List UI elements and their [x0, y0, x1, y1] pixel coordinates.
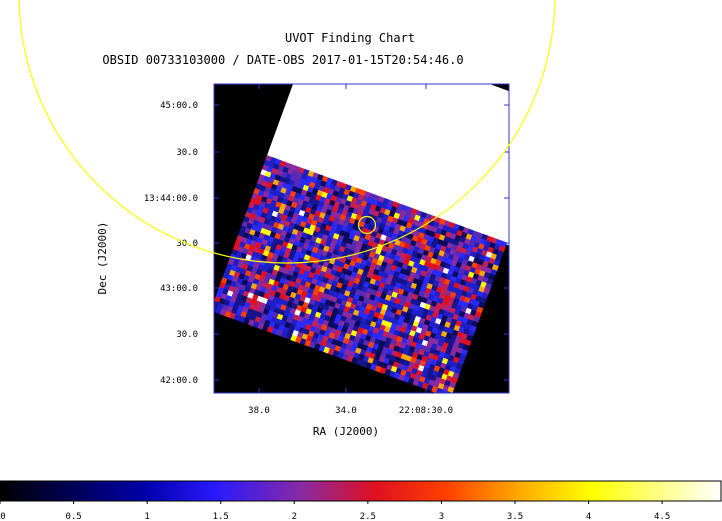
plot-frame [213, 83, 510, 394]
x-tick-label: 22:08:30.0 [399, 406, 453, 416]
y-tick-label: 13:44:00.0 [144, 194, 198, 204]
image-pixel [435, 387, 444, 393]
colorbar-tick-label: 2.5 [360, 512, 376, 521]
colorbar-tick-label: 1 [144, 512, 149, 521]
colorbar-tick-label: 3 [439, 512, 444, 521]
colorbar-tick-label: 1.5 [213, 512, 229, 521]
saturated-region [266, 84, 509, 246]
x-tick-label: 38.0 [248, 406, 270, 416]
x-axis-label: RA (J2000) [313, 425, 379, 438]
colorbar-ticks: 0 0.5 1 1.5 2 2.5 3 3.5 4 4.5 [0, 501, 670, 521]
y-tick-label: 42:00.0 [160, 376, 198, 386]
image-layer [214, 84, 509, 393]
colorbar [0, 480, 722, 502]
x-axis-ticks: 38.0 34.0 22:08:30.0 [248, 84, 453, 416]
colorbar-tick-label: 3.5 [507, 512, 523, 521]
y-tick-label: 30.0 [176, 148, 198, 158]
source-circle-overlay [357, 215, 377, 235]
chart-subtitle: OBSID 00733103000 / DATE-OBS 2017-01-15T… [102, 53, 463, 67]
colorbar-tick-label: 0 [0, 512, 5, 521]
y-tick-label: 45:00.0 [160, 101, 198, 111]
exposure-field [214, 155, 508, 393]
overlay-circles [18, 0, 556, 264]
chart-title: UVOT Finding Chart [285, 31, 415, 45]
y-tick-label: 30.0 [176, 330, 198, 340]
plot-area [214, 84, 509, 393]
colorbar-tick-label: 2 [292, 512, 297, 521]
colorbar-tick-label: 4 [586, 512, 591, 521]
colorbar-tick-label: 0.5 [65, 512, 81, 521]
x-tick-label: 34.0 [335, 406, 357, 416]
y-axis-label: Dec (J2000) [96, 222, 109, 295]
large-circle-overlay [18, 0, 556, 264]
y-tick-label: 43:00.0 [160, 284, 198, 294]
colorbar-tick-label: 4.5 [654, 512, 670, 521]
